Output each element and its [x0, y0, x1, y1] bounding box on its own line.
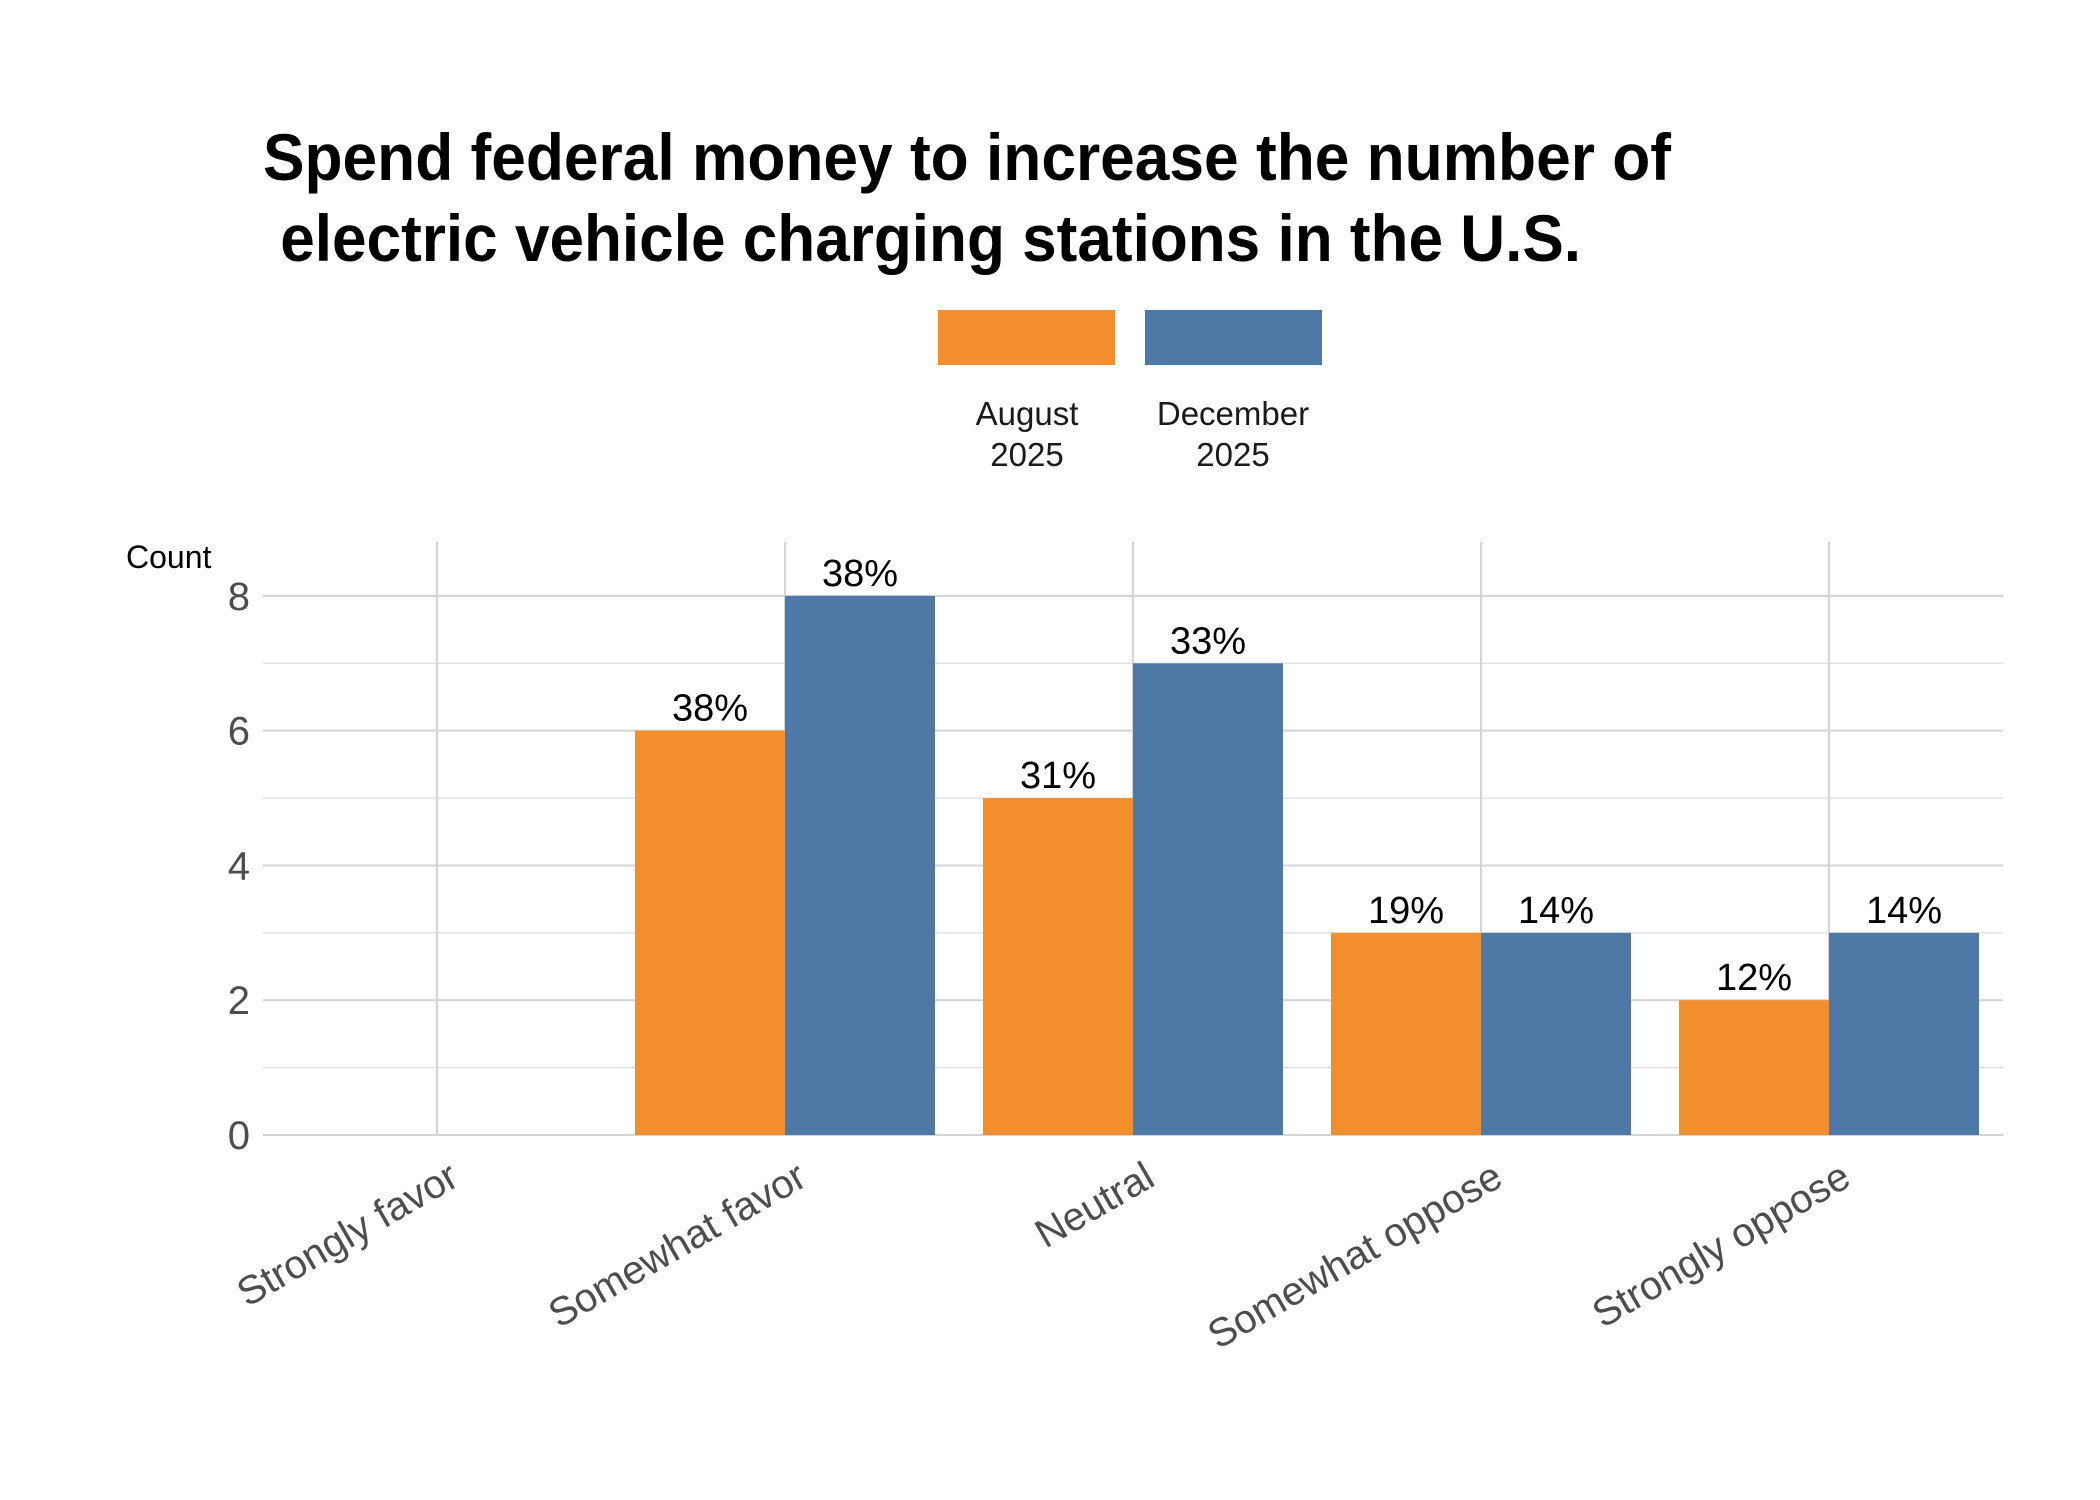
y-tick-label: 6 — [228, 710, 250, 754]
y-tick-label: 0 — [228, 1114, 250, 1158]
x-tick-label: Strongly favor — [230, 1154, 466, 1315]
bar — [1133, 663, 1283, 1135]
bar — [1829, 932, 1979, 1135]
y-axis-title: Count — [126, 539, 212, 575]
legend-label-august-line-1: August — [976, 395, 1079, 432]
data-labels: 38% 31% 19% 12% 38% 33% 14% 14% — [672, 553, 1942, 999]
chart-title-line-2: electric vehicle charging stations in th… — [263, 201, 1581, 275]
chart-title: Spend federal money to increase the numb… — [263, 120, 1672, 275]
bar — [1679, 1000, 1829, 1135]
data-label: 33% — [1170, 620, 1246, 662]
y-tick-label: 2 — [228, 979, 250, 1023]
bar — [1331, 932, 1481, 1135]
x-tick-label: Neutral — [1028, 1154, 1162, 1257]
legend-swatch-december-2025 — [1145, 310, 1322, 365]
data-label: 38% — [672, 688, 748, 730]
legend: August 2025 December 2025 — [938, 310, 1322, 473]
data-label: 38% — [822, 553, 898, 595]
legend-label-august-line-2: 2025 — [990, 436, 1063, 473]
x-tick-label: Somewhat favor — [541, 1154, 813, 1337]
bars — [635, 595, 1979, 1135]
data-label: 31% — [1020, 755, 1096, 797]
bar — [983, 798, 1133, 1135]
legend-label-december-line-1: December — [1157, 395, 1309, 432]
x-axis-ticks: Strongly favor Somewhat favor Neutral Somew… — [230, 1154, 1858, 1358]
y-axis-ticks: 0 2 4 6 8 — [228, 575, 250, 1158]
bar — [785, 595, 935, 1135]
data-label: 14% — [1866, 890, 1942, 932]
y-tick-label: 4 — [228, 844, 250, 888]
bar — [635, 730, 785, 1135]
data-label: 14% — [1518, 890, 1594, 932]
bar — [1481, 932, 1631, 1135]
y-tick-label: 8 — [228, 575, 250, 619]
legend-label-december-line-2: 2025 — [1196, 436, 1269, 473]
data-label: 19% — [1368, 890, 1444, 932]
x-tick-label: Strongly oppose — [1585, 1154, 1857, 1337]
chart-title-line-1: Spend federal money to increase the numb… — [263, 120, 1672, 194]
legend-swatch-august-2025 — [938, 310, 1115, 365]
x-tick-label: Somewhat oppose — [1201, 1154, 1510, 1358]
data-label: 12% — [1716, 957, 1792, 999]
